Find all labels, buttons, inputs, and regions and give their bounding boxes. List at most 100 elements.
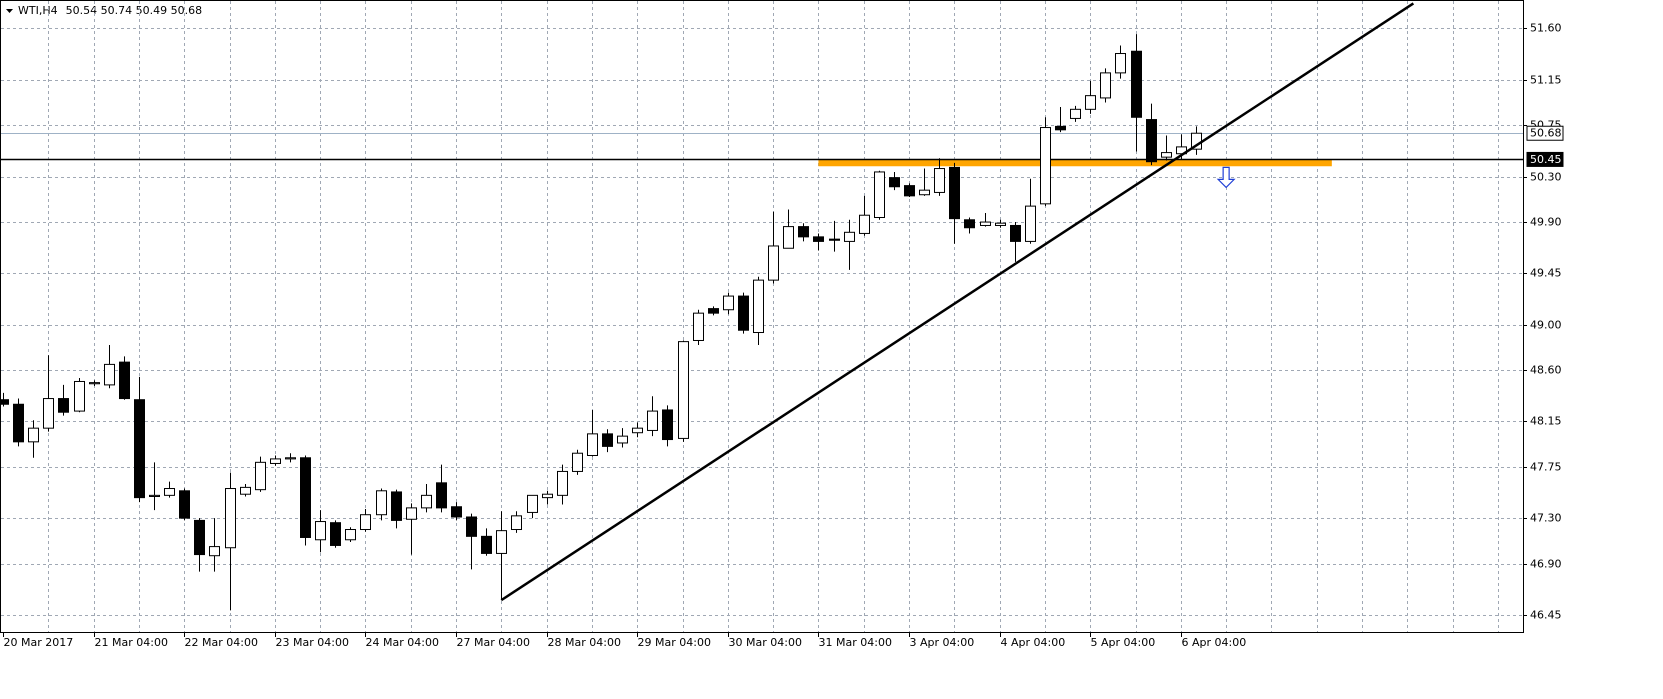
- candle-body: [1010, 224, 1021, 242]
- price-label-box: [1526, 125, 1564, 141]
- candle-body: [58, 398, 69, 413]
- x-tick-label: 22 Mar 04:00: [185, 636, 258, 649]
- candle-body: [240, 486, 251, 495]
- candle-body: [662, 409, 673, 441]
- candle-body: [919, 189, 930, 196]
- x-tick-label: 30 Mar 04:00: [729, 636, 802, 649]
- candle-body: [13, 403, 24, 443]
- candle-body: [527, 494, 538, 513]
- candle-body: [829, 238, 840, 241]
- candle-body: [451, 506, 462, 518]
- candle-body: [572, 452, 583, 472]
- candle-body: [406, 507, 417, 520]
- candle-body: [391, 491, 402, 521]
- candle-body: [1115, 53, 1126, 74]
- candle-body: [632, 427, 643, 434]
- candle-body: [1161, 152, 1172, 158]
- candle-body: [360, 514, 371, 531]
- candle-body: [43, 398, 54, 429]
- candle-body: [995, 222, 1006, 226]
- candle-body: [708, 308, 719, 314]
- y-tick-label: 50.30: [1530, 171, 1562, 184]
- candle-body: [89, 382, 100, 385]
- candle-body: [723, 295, 734, 311]
- trendline: [500, 2, 1415, 602]
- candle-body: [300, 457, 311, 538]
- candle-body: [421, 494, 432, 509]
- candle-body: [179, 490, 190, 519]
- ohlc-values: 50.54 50.74 50.49 50.68: [66, 4, 202, 17]
- candle-body: [889, 177, 900, 188]
- candle-body: [149, 494, 160, 497]
- candle-body: [315, 521, 326, 541]
- candle-body: [587, 433, 598, 456]
- y-tick-label: 48.60: [1530, 364, 1562, 377]
- x-tick-label: 4 Apr 04:00: [1001, 636, 1066, 649]
- candle-body: [738, 295, 749, 331]
- candle-body: [1131, 50, 1142, 118]
- candle-body: [164, 488, 175, 496]
- price-label: 50.68: [1530, 127, 1562, 140]
- candle-body: [496, 530, 507, 554]
- y-tick-label: 51.60: [1530, 22, 1562, 35]
- candle-body: [1055, 125, 1066, 131]
- y-tick-label: 46.45: [1530, 609, 1562, 622]
- candle-body: [874, 171, 885, 218]
- price-label-box: [1526, 151, 1564, 167]
- candle-body: [270, 458, 281, 464]
- candle-body: [28, 427, 39, 443]
- candle-body: [1085, 95, 1096, 110]
- candle-body: [134, 399, 145, 499]
- candle-body: [693, 312, 704, 341]
- candle-body: [225, 488, 236, 549]
- candle-body: [1040, 127, 1051, 205]
- candle-body: [1100, 72, 1111, 99]
- x-tick-label: 3 Apr 04:00: [910, 636, 975, 649]
- candle-body: [557, 470, 568, 496]
- x-tick-label: 23 Mar 04:00: [276, 636, 349, 649]
- candle-body: [768, 245, 779, 281]
- candle-body: [466, 516, 477, 537]
- candle-body: [104, 363, 115, 386]
- y-tick-label: 49.90: [1530, 216, 1562, 229]
- candle-body: [904, 185, 915, 197]
- candle-body: [436, 482, 447, 509]
- candle-body: [542, 493, 553, 499]
- candle-body: [481, 535, 492, 554]
- candle-body: [844, 231, 855, 242]
- y-tick-label: 51.15: [1530, 74, 1562, 87]
- candle-body: [74, 380, 85, 412]
- candle-body: [602, 433, 613, 447]
- price-label: 50.45: [1530, 153, 1562, 166]
- y-tick-label: 48.15: [1530, 415, 1562, 428]
- candle-body: [617, 435, 628, 444]
- down-arrow: [1216, 166, 1236, 189]
- candle-body: [330, 522, 341, 546]
- candle-body: [934, 168, 945, 193]
- candle-body: [798, 226, 809, 238]
- x-tick-label: 5 Apr 04:00: [1091, 636, 1156, 649]
- symbol-title: WTI,H4: [18, 4, 58, 17]
- candle-body: [194, 519, 205, 556]
- candle-body: [1070, 108, 1081, 119]
- candle-body: [255, 461, 266, 491]
- candle-body: [813, 236, 824, 242]
- candle-body: [949, 166, 960, 220]
- x-tick-label: 29 Mar 04:00: [638, 636, 711, 649]
- candle-body: [647, 410, 658, 431]
- candle-body: [859, 214, 870, 234]
- candle-body: [0, 399, 9, 405]
- candle-body: [209, 546, 220, 557]
- candle-body: [753, 279, 764, 334]
- candle-body: [980, 221, 991, 226]
- x-tick-label: 6 Apr 04:00: [1182, 636, 1247, 649]
- candle-body: [678, 341, 689, 439]
- candle-body: [1146, 119, 1157, 163]
- y-tick-label: 49.00: [1530, 319, 1562, 332]
- y-tick-label: 47.30: [1530, 512, 1562, 525]
- candle-body: [285, 457, 296, 460]
- candle-body: [964, 219, 975, 229]
- x-tick-label: 31 Mar 04:00: [819, 636, 892, 649]
- y-tick-label: 46.90: [1530, 558, 1562, 571]
